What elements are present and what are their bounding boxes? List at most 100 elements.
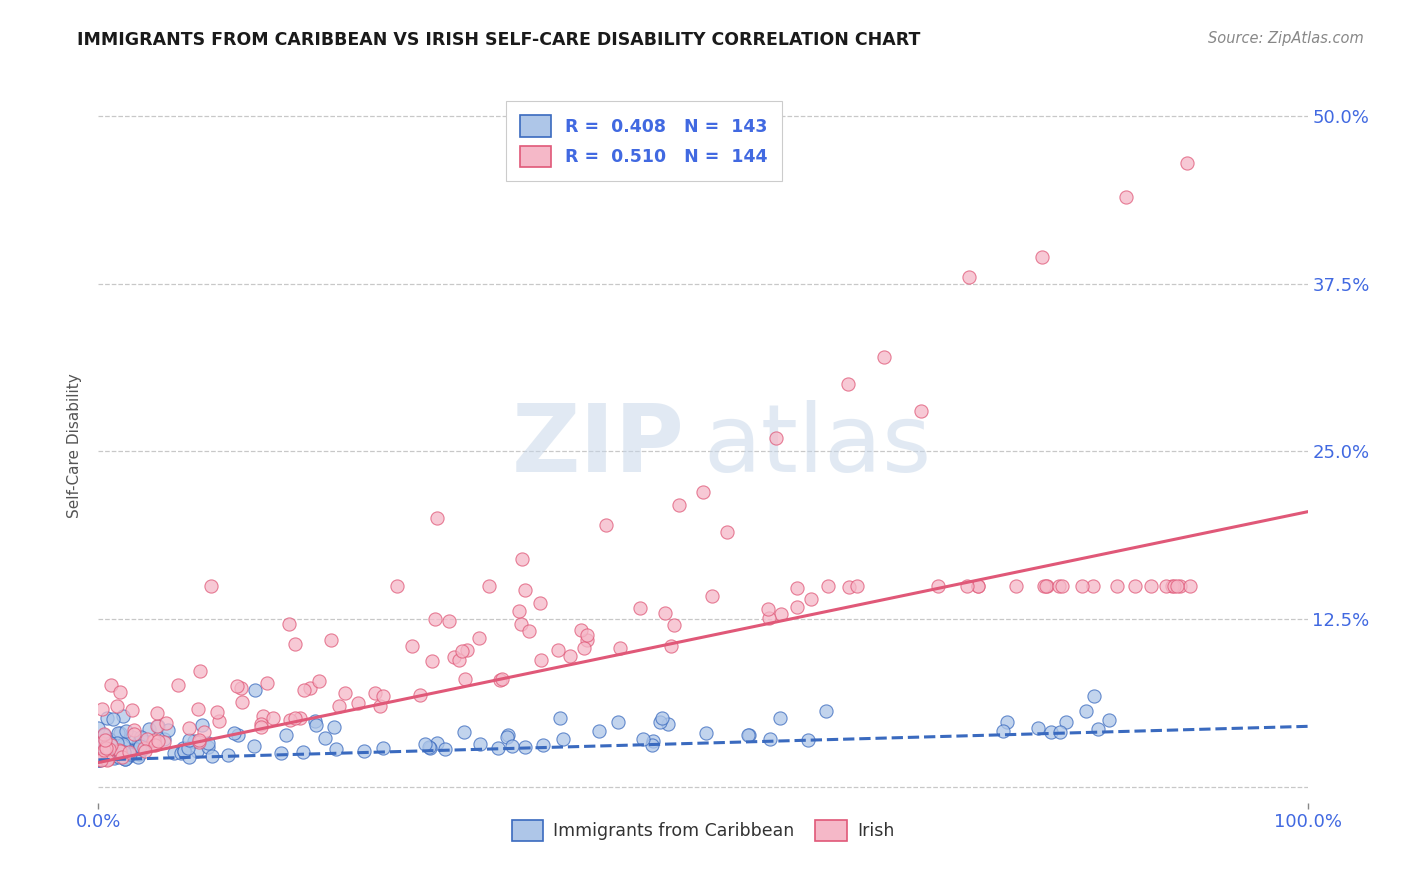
Point xyxy=(845,578,868,592)
Point xyxy=(1115,189,1137,203)
Point xyxy=(927,578,949,592)
Point xyxy=(325,742,347,756)
Point xyxy=(633,732,655,747)
Point xyxy=(87,751,110,765)
Point xyxy=(100,678,122,692)
Point xyxy=(692,484,714,499)
Point xyxy=(187,702,209,716)
Point xyxy=(90,736,112,750)
Point xyxy=(91,747,114,761)
Point xyxy=(90,753,112,767)
Point xyxy=(153,735,176,749)
Point xyxy=(98,732,121,747)
Point xyxy=(118,749,141,764)
Point xyxy=(628,600,651,615)
Point xyxy=(197,740,219,755)
Point xyxy=(347,696,370,710)
Point xyxy=(90,745,112,759)
Point xyxy=(177,750,200,764)
Point xyxy=(657,717,679,731)
Point xyxy=(548,711,571,725)
Point xyxy=(1035,578,1057,592)
Point xyxy=(510,617,533,632)
Point xyxy=(575,633,598,648)
Point xyxy=(122,727,145,741)
Point xyxy=(129,731,152,745)
Point xyxy=(453,725,475,739)
Point xyxy=(89,748,111,763)
Point xyxy=(478,578,501,592)
Point xyxy=(108,743,131,757)
Point xyxy=(910,404,932,418)
Point xyxy=(132,741,155,756)
Point xyxy=(758,611,780,625)
Point xyxy=(243,683,266,698)
Point xyxy=(1087,723,1109,737)
Point xyxy=(105,736,128,750)
Point xyxy=(1071,578,1094,592)
Point xyxy=(651,711,673,725)
Point xyxy=(574,641,596,656)
Point xyxy=(419,741,441,756)
Point xyxy=(510,551,533,566)
Point xyxy=(496,731,519,745)
Point xyxy=(107,726,129,740)
Point xyxy=(217,748,239,763)
Point xyxy=(262,711,284,725)
Point xyxy=(177,732,200,747)
Point xyxy=(96,744,118,758)
Point xyxy=(489,673,512,687)
Point xyxy=(89,752,111,766)
Point xyxy=(252,708,274,723)
Point xyxy=(1163,578,1185,592)
Point xyxy=(87,752,110,766)
Point xyxy=(152,732,174,747)
Point xyxy=(1081,578,1104,592)
Point xyxy=(115,724,138,739)
Point xyxy=(128,741,150,756)
Point xyxy=(531,738,554,752)
Point xyxy=(308,674,330,689)
Text: ZIP: ZIP xyxy=(512,400,685,492)
Point xyxy=(1107,578,1129,592)
Point xyxy=(134,743,156,757)
Point xyxy=(87,748,110,763)
Point xyxy=(94,739,117,754)
Point xyxy=(1050,578,1073,592)
Point xyxy=(288,711,311,725)
Point xyxy=(371,690,394,704)
Point xyxy=(1026,721,1049,735)
Point xyxy=(87,744,110,758)
Point xyxy=(491,672,513,686)
Point xyxy=(250,717,273,731)
Point xyxy=(284,711,307,725)
Point xyxy=(100,738,122,752)
Point xyxy=(515,583,537,598)
Point xyxy=(111,749,134,764)
Point xyxy=(401,639,423,653)
Point xyxy=(121,731,143,745)
Point xyxy=(456,642,478,657)
Point xyxy=(468,631,491,645)
Point xyxy=(93,727,115,741)
Point xyxy=(114,751,136,765)
Point xyxy=(515,740,537,755)
Point xyxy=(640,738,662,752)
Point xyxy=(146,706,169,720)
Point xyxy=(118,744,141,758)
Point xyxy=(299,681,322,695)
Point xyxy=(1125,578,1147,592)
Point xyxy=(186,743,208,757)
Point xyxy=(170,747,193,761)
Point xyxy=(413,737,436,751)
Point xyxy=(595,518,617,533)
Point xyxy=(225,679,247,693)
Point xyxy=(91,701,114,715)
Point xyxy=(648,715,671,730)
Point xyxy=(588,723,610,738)
Point xyxy=(201,748,224,763)
Point xyxy=(695,725,717,739)
Point xyxy=(114,750,136,764)
Point xyxy=(304,714,326,729)
Point xyxy=(200,578,222,592)
